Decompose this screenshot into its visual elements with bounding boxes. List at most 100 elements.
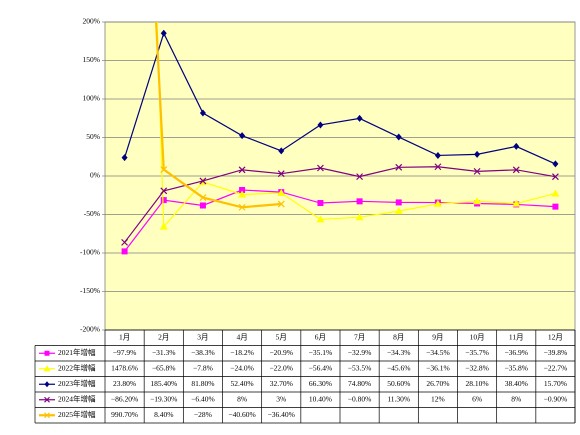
table-cell: 74.80% xyxy=(348,379,371,388)
table-cell: −35.8% xyxy=(504,363,528,372)
table-cell: −31.3% xyxy=(152,348,176,357)
marker xyxy=(160,29,167,37)
table-cell: −40.60% xyxy=(228,410,255,419)
x-tick-label: 11月 xyxy=(509,332,524,341)
marker xyxy=(356,173,364,181)
x-tick-label: 1月 xyxy=(119,332,130,341)
marker xyxy=(44,350,50,356)
table-cell: 26.70% xyxy=(426,379,449,388)
table-cell: 81.80% xyxy=(191,379,214,388)
marker xyxy=(121,154,128,162)
series-line xyxy=(124,166,556,243)
marker xyxy=(199,202,206,209)
marker xyxy=(473,197,482,205)
marker xyxy=(551,173,559,181)
table-cell: 38.40% xyxy=(505,379,528,388)
y-tick-label: 100% xyxy=(83,94,101,103)
marker xyxy=(512,199,521,207)
x-tick-label: 6月 xyxy=(315,332,326,341)
table-cell: −39.8% xyxy=(544,348,568,357)
table-cell: −20.9% xyxy=(269,348,293,357)
plot-series xyxy=(121,22,560,255)
series-line xyxy=(156,22,556,229)
marker xyxy=(433,199,442,207)
table-cell: −24.0% xyxy=(230,363,254,372)
table-cell: 23.80% xyxy=(113,379,136,388)
table-cell: −38.3% xyxy=(191,348,215,357)
marker xyxy=(277,170,285,178)
legend-label: 2025年增幅 xyxy=(58,409,96,419)
table-cell: −35.1% xyxy=(309,348,333,357)
y-tick-label: -50% xyxy=(84,209,100,218)
marker xyxy=(199,194,207,201)
marker xyxy=(434,151,441,159)
table-cell: 990.70% xyxy=(111,410,138,419)
table-cell: 8% xyxy=(237,394,247,403)
x-tick-label: 12月 xyxy=(548,332,563,341)
legend-label: 2024年增幅 xyxy=(58,393,96,403)
marker xyxy=(356,198,363,205)
series-line xyxy=(124,31,556,165)
x-tick-label: 4月 xyxy=(236,332,247,341)
table-cell: −34.5% xyxy=(426,348,450,357)
marker xyxy=(199,109,206,117)
table-cell: 1478.6% xyxy=(111,363,138,372)
table-cell: −45.6% xyxy=(387,363,411,372)
marker xyxy=(121,248,128,255)
table-cell: 11.30% xyxy=(387,394,410,403)
table-cell: 8% xyxy=(511,394,521,403)
table-cell: −0.90% xyxy=(544,394,568,403)
marker xyxy=(239,187,246,194)
marker xyxy=(199,177,207,185)
table-cell: −86.20% xyxy=(111,394,138,403)
marker xyxy=(160,197,167,204)
y-tick-label: -200% xyxy=(80,325,100,334)
marker xyxy=(551,189,560,197)
table-cell: −53.5% xyxy=(348,363,372,372)
marker xyxy=(121,238,129,246)
marker xyxy=(473,167,481,175)
table-cell: −36.1% xyxy=(426,363,450,372)
marker xyxy=(238,190,247,198)
table-cell: 185.40% xyxy=(150,379,177,388)
marker xyxy=(277,200,285,208)
marker xyxy=(44,396,50,403)
table-cell: 28.10% xyxy=(466,379,489,388)
table-cell: −18.2% xyxy=(230,348,254,357)
marker xyxy=(395,163,403,171)
marker xyxy=(474,150,481,158)
table-cell: −22.0% xyxy=(269,363,293,372)
x-tick-label: 3月 xyxy=(197,332,208,341)
marker xyxy=(316,215,325,223)
table-cell: 15.70% xyxy=(544,379,567,388)
series-line xyxy=(124,189,556,252)
x-tick-label: 9月 xyxy=(432,332,443,341)
table-cell: −36.40% xyxy=(268,410,295,419)
marker xyxy=(160,187,168,195)
marker xyxy=(394,207,403,215)
marker xyxy=(278,147,285,155)
marker xyxy=(356,114,363,122)
x-tick-label: 5月 xyxy=(276,332,287,341)
table-cell: 32.70% xyxy=(270,379,293,388)
y-tick-label: -100% xyxy=(80,248,100,257)
y-tick-label: 200% xyxy=(83,17,101,26)
marker xyxy=(513,142,520,150)
marker xyxy=(317,121,324,129)
marker xyxy=(44,412,50,419)
table-cell: 8.40% xyxy=(154,410,173,419)
x-tick-label: 7月 xyxy=(354,332,365,341)
marker xyxy=(512,166,520,174)
table-cell: 12% xyxy=(431,394,445,403)
marker xyxy=(277,188,286,196)
y-tick-label: -150% xyxy=(80,286,100,295)
x-tick-label: 8月 xyxy=(393,332,404,341)
table-cell: −34.3% xyxy=(387,348,411,357)
y-tick-label: 150% xyxy=(83,55,101,64)
marker xyxy=(238,203,246,211)
x-tick-label: 2月 xyxy=(158,332,169,341)
marker xyxy=(44,381,50,388)
marker xyxy=(552,160,559,168)
marker xyxy=(43,365,51,372)
